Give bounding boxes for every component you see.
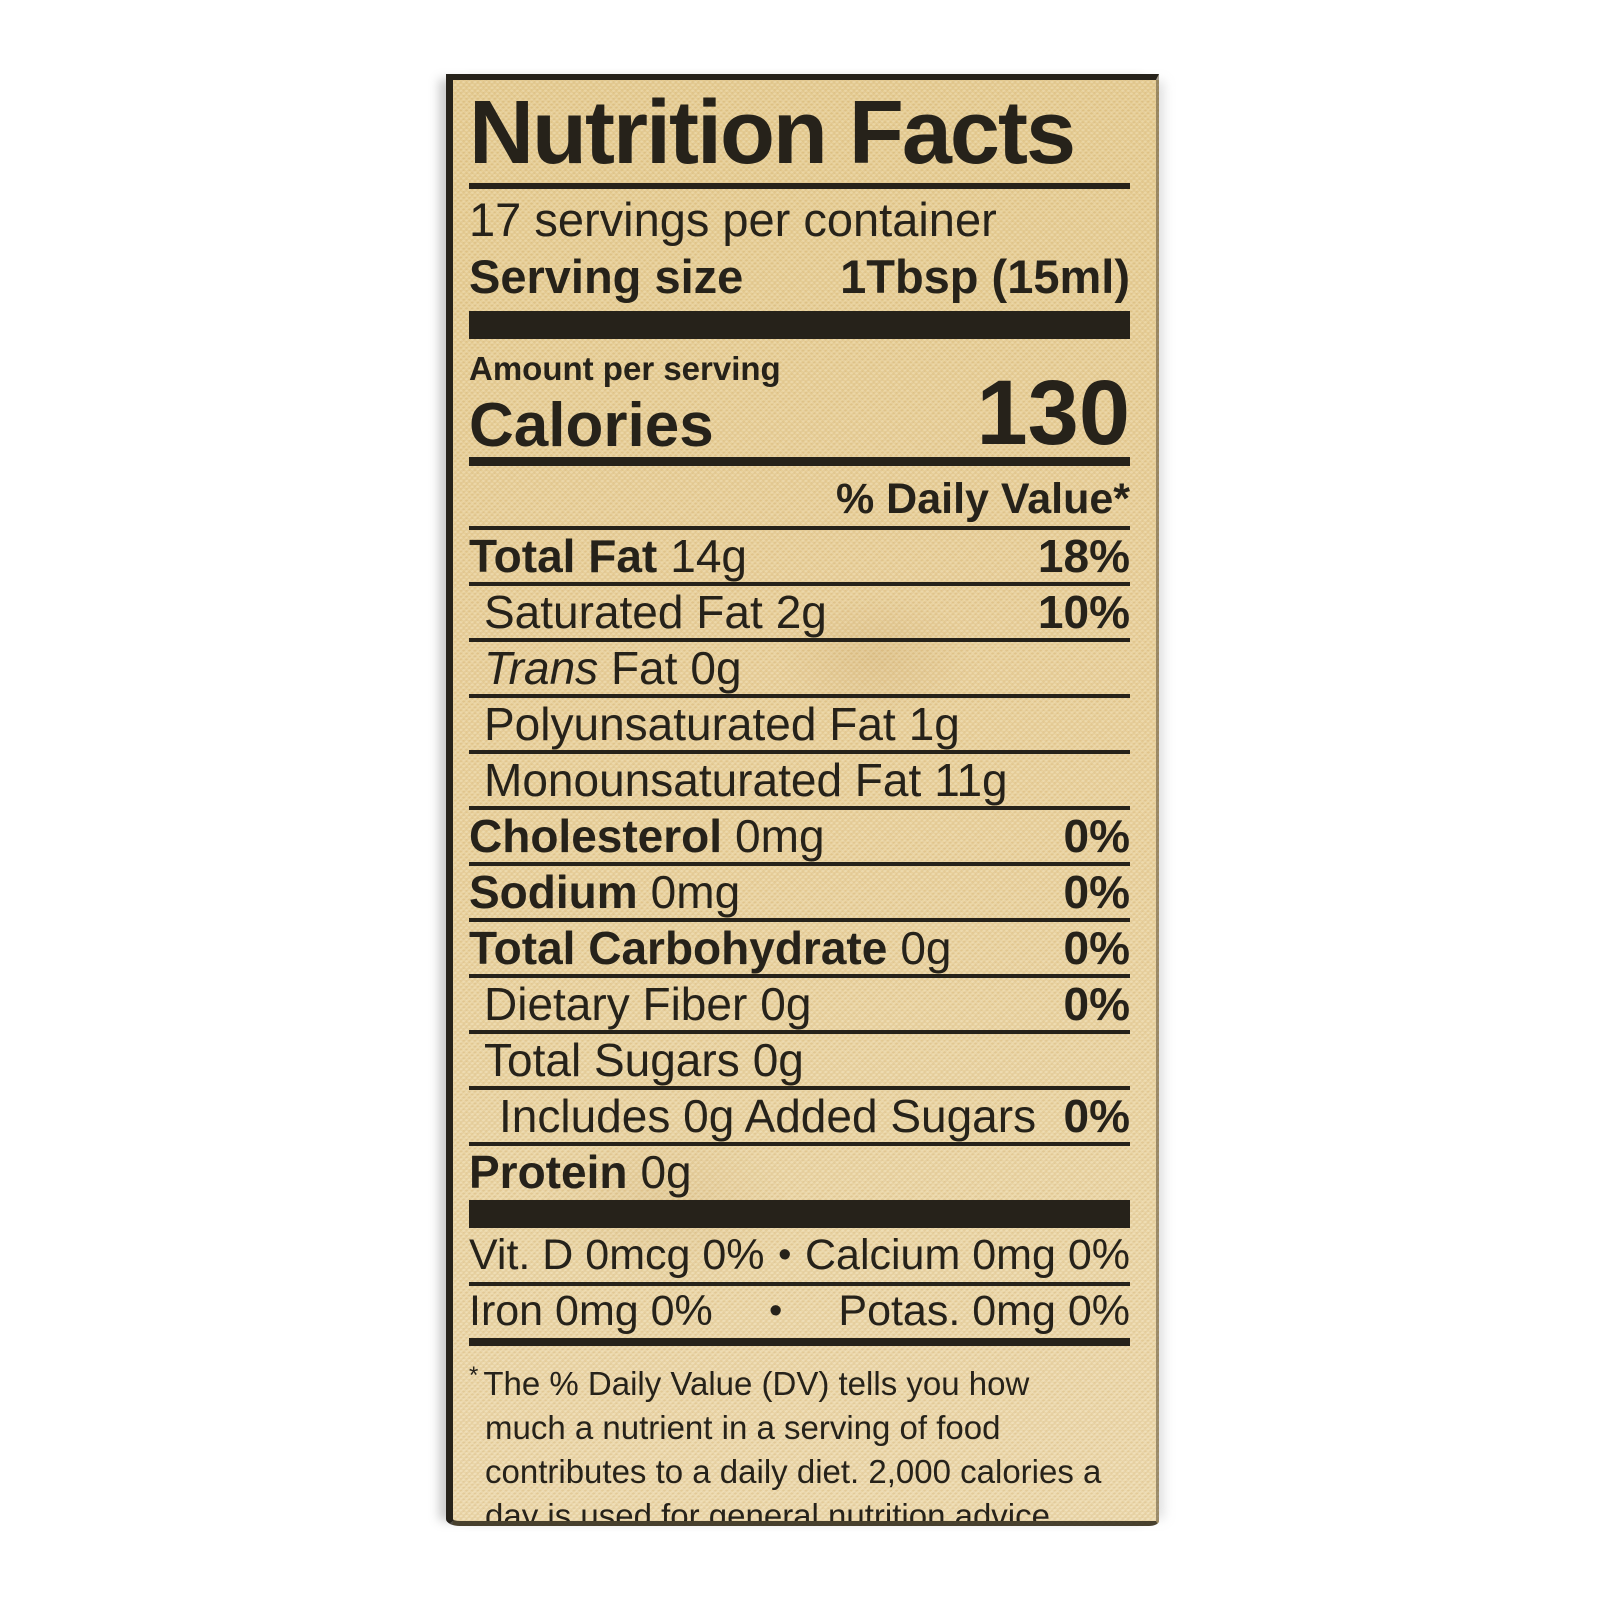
nutrient-name: Sodium: [469, 866, 638, 918]
nutrient-name: Total Sugars: [484, 1034, 740, 1086]
nutrient-amount: 0g: [900, 922, 952, 974]
nutrient-amount: 0mg: [650, 866, 741, 918]
nutrient-row-cholesterol: Cholesterol 0mg 0%: [469, 810, 1130, 866]
nutrient-dv: 0%: [1063, 922, 1130, 974]
footnote: * The % Daily Value (DV) tells you how mu…: [469, 1354, 1106, 1526]
bullet-separator: •: [768, 1289, 783, 1332]
nutrient-amount: 1g: [908, 698, 960, 750]
nutrient-name: Monounsaturated Fat: [484, 754, 922, 806]
micronutrient-row-iron-potassium: Iron 0mg 0% • Potas. 0mg 0%: [469, 1286, 1130, 1336]
nutrient-row-added-sugars: Includes 0g Added Sugars 0%: [469, 1090, 1130, 1146]
nutrient-row-sodium: Sodium 0mg 0%: [469, 866, 1130, 922]
nutrient-dv: 0%: [1063, 1090, 1130, 1142]
nutrient-amount: 0g: [760, 978, 812, 1030]
nutrient-dv: 0%: [1063, 978, 1130, 1030]
label-title: Nutrition Facts: [469, 83, 1076, 183]
nutrient-dv: 10%: [1037, 586, 1130, 638]
nutrient-name: Cholesterol: [469, 810, 723, 862]
divider-under-calories: [469, 457, 1130, 466]
divider-under-title: [469, 183, 1130, 189]
nutrient-row-dietary-fiber: Dietary Fiber 0g 0%: [469, 978, 1130, 1034]
calories-label: Calories: [469, 391, 714, 460]
nutrient-row-total-fat: Total Fat 14g 18%: [469, 530, 1130, 586]
micronutrient-right: Calcium 0mg 0%: [804, 1230, 1130, 1279]
thick-divider-bar: [469, 311, 1130, 339]
footnote-text: The % Daily Value (DV) tells you how muc…: [483, 1365, 1102, 1526]
serving-size-label: Serving size: [469, 250, 744, 303]
nutrient-row-protein: Protein 0g: [469, 1146, 1130, 1198]
nutrient-name: Includes 0g Added Sugars: [499, 1090, 1037, 1142]
micronutrient-left: Vit. D 0mcg 0%: [469, 1230, 765, 1279]
nutrient-name: Total Fat: [469, 530, 658, 582]
calories-row: Calories 130: [469, 367, 1130, 459]
nutrient-amount: 14g: [670, 530, 747, 582]
nutrient-name: Total Carbohydrate: [469, 922, 888, 974]
label-content: Nutrition Facts 17 servings per containe…: [453, 80, 1156, 1526]
nutrient-amount: 2g: [775, 586, 827, 638]
thick-divider-bar: [469, 1200, 1130, 1228]
nutrient-row-total-carbohydrate: Total Carbohydrate 0g 0%: [469, 922, 1130, 978]
nutrient-name: Trans Fat: [484, 642, 678, 694]
footnote-marker: *: [469, 1362, 479, 1389]
nutrient-amount: 0g: [752, 1034, 804, 1086]
nutrient-name: Saturated Fat: [484, 586, 763, 638]
nutrient-row-saturated-fat: Saturated Fat 2g 10%: [469, 586, 1130, 642]
nutrient-row-monounsaturated-fat: Monounsaturated Fat 11g: [469, 754, 1130, 810]
nutrient-amount: 0g: [690, 642, 742, 694]
nutrition-facts-label: Nutrition Facts 17 servings per containe…: [446, 74, 1159, 1526]
nutrient-amount: 11g: [934, 754, 1008, 806]
serving-size-value: 1Tbsp (15ml): [840, 250, 1130, 303]
amount-per-serving-label: Amount per serving: [469, 350, 781, 387]
nutrient-row-total-sugars: Total Sugars 0g: [469, 1034, 1130, 1090]
nutrient-amount: 0g: [640, 1146, 692, 1198]
nutrient-dv: 18%: [1037, 530, 1130, 582]
nutrient-name: Protein: [469, 1146, 628, 1198]
micronutrient-row-vitd-calcium: Vit. D 0mcg 0% • Calcium 0mg 0%: [469, 1228, 1130, 1286]
nutrient-name: Polyunsaturated Fat: [484, 698, 896, 750]
micronutrient-left: Iron 0mg 0%: [469, 1286, 713, 1335]
servings-per-container: 17 servings per container: [469, 193, 997, 246]
nutrient-row-polyunsaturated-fat: Polyunsaturated Fat 1g: [469, 698, 1130, 754]
calories-value: 130: [976, 362, 1131, 464]
serving-size-row: Serving size 1Tbsp (15ml): [469, 249, 1130, 305]
micronutrient-right: Potas. 0mg 0%: [838, 1286, 1130, 1335]
nutrient-name: Dietary Fiber: [484, 978, 748, 1030]
nutrient-row-trans-fat: Trans Fat 0g: [469, 642, 1130, 698]
bullet-separator: •: [778, 1233, 792, 1276]
nutrient-dv: 0%: [1063, 866, 1130, 918]
divider-above-footnote: [469, 1338, 1130, 1346]
daily-value-header: % Daily Value*: [469, 466, 1130, 530]
nutrient-dv: 0%: [1063, 810, 1130, 862]
nutrient-amount: 0mg: [735, 810, 825, 862]
